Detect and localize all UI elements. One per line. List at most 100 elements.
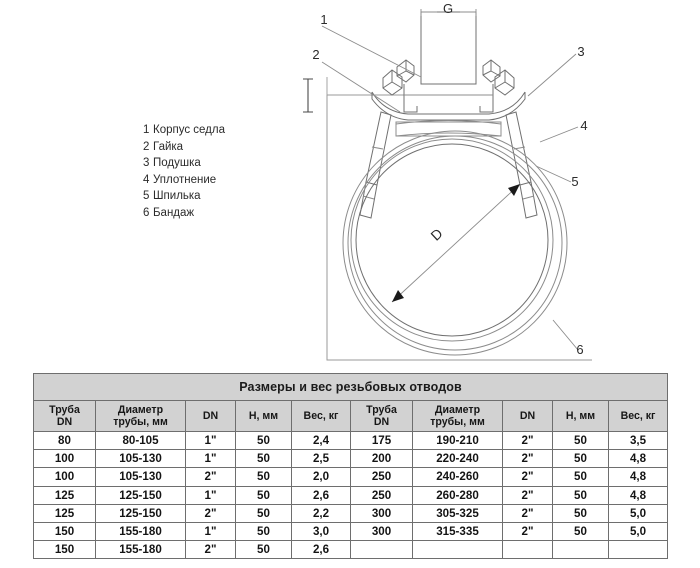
cell: 4,8 — [607, 485, 669, 505]
cell: 2,5 — [291, 449, 351, 469]
cell: 125 — [33, 485, 96, 505]
cell: 1" — [185, 449, 236, 469]
cell: 200 — [350, 449, 413, 469]
band-clamp — [342, 130, 568, 356]
table-row: 150 155-180 1" 50 3,0 300 315-335 2" 50 … — [33, 521, 669, 542]
cell: 50 — [235, 485, 292, 505]
legend-label: Гайка — [153, 140, 184, 153]
legend-item: 1 Корпус седла — [143, 122, 225, 139]
cell: 80 — [33, 430, 96, 451]
legend-number: 6 — [143, 206, 150, 219]
cell: 50 — [552, 485, 609, 505]
cell: 3,0 — [291, 521, 351, 542]
cell: 150 — [33, 521, 96, 542]
cell: 2" — [185, 467, 236, 487]
legend-item: 6 Бандаж — [143, 205, 225, 222]
riser-neck — [420, 11, 477, 85]
header-cell: Н, мм — [552, 400, 609, 432]
specs-table-wrapper: Размеры и вес резьбовых отводов Труба DN… — [32, 373, 669, 560]
cell: 50 — [235, 430, 292, 451]
header-cell: DN — [185, 400, 236, 432]
cell — [552, 540, 609, 560]
callout-1: 1 — [320, 12, 327, 27]
g-dimension — [420, 9, 477, 16]
header-cell: Труба DN — [33, 400, 96, 432]
table-row: 125 125-150 2" 50 2,2 300 305-325 2" 50 … — [33, 503, 669, 523]
cell: 125-150 — [95, 503, 186, 523]
cell: 2" — [502, 430, 553, 451]
cell: 100 — [33, 449, 96, 469]
header-line-1: Труба — [366, 403, 397, 416]
header-line-2: трубы, мм — [113, 416, 168, 428]
cell: 175 — [350, 430, 413, 451]
cell: 4,8 — [607, 449, 669, 469]
cell: 50 — [552, 521, 609, 542]
header-cell: Вес, кг — [291, 400, 351, 432]
cell: 80-105 — [95, 430, 186, 451]
table-header-row: Труба DN Диаметр трубы, мм DN Н, мм Вес,… — [33, 400, 669, 432]
cell: 50 — [235, 467, 292, 487]
header-line-2: трубы, мм — [430, 416, 485, 428]
cell — [412, 540, 503, 560]
cell: 2" — [502, 449, 553, 469]
saddle-body — [371, 84, 526, 137]
cell: 50 — [552, 449, 609, 469]
header-cell: DN — [502, 400, 553, 432]
dimension-label-g: G — [443, 1, 453, 16]
callout-3: 3 — [577, 44, 584, 59]
cell: 2,6 — [291, 540, 351, 560]
cell: 2" — [502, 467, 553, 487]
parts-legend: 1 Корпус седла 2 Гайка 3 Подушка 4 Уплотнени… — [143, 122, 225, 222]
cell: 125 — [33, 503, 96, 523]
cell: 50 — [235, 449, 292, 469]
cell — [350, 540, 413, 560]
legend-label: Уплотнение — [153, 173, 217, 186]
cell: 1" — [185, 485, 236, 505]
header-cell: Диаметр трубы, мм — [412, 400, 503, 432]
pipe — [350, 138, 554, 342]
cell: 190-210 — [412, 430, 503, 451]
header-cell: Диаметр трубы, мм — [95, 400, 186, 432]
legend-number: 4 — [143, 173, 150, 186]
d-dimension-arrow — [391, 183, 521, 303]
cell: 50 — [235, 521, 292, 542]
header-line-2: DN — [56, 416, 73, 428]
table-row: 100 105-130 1" 50 2,5 200 220-240 2" 50 … — [33, 449, 669, 469]
table-row: 80 80-105 1" 50 2,4 175 190-210 2" 50 3,… — [33, 430, 669, 451]
cell: 5,0 — [607, 503, 669, 523]
cell: 315-335 — [412, 521, 503, 542]
cell: 3,5 — [607, 430, 669, 451]
cell: 2,2 — [291, 503, 351, 523]
callout-2: 2 — [312, 47, 319, 62]
cell: 2" — [502, 521, 553, 542]
header-cell: Вес, кг — [607, 400, 669, 432]
legend-number: 2 — [143, 140, 150, 153]
header-line-2: DN — [373, 416, 390, 428]
cell: 2,6 — [291, 485, 351, 505]
cell: 125-150 — [95, 485, 186, 505]
callout-leaders — [321, 25, 579, 351]
stud-left — [359, 111, 392, 219]
cell: 100 — [33, 467, 96, 487]
cell: 1" — [185, 430, 236, 451]
callout-5: 5 — [571, 174, 578, 189]
cell: 2" — [185, 540, 236, 560]
legend-label: Подушка — [153, 157, 201, 170]
cell: 150 — [33, 540, 96, 560]
cell: 50 — [235, 503, 292, 523]
header-cell: Труба DN — [350, 400, 413, 432]
cell: 50 — [235, 540, 292, 560]
cell: 2" — [502, 485, 553, 505]
legend-item: 5 Шпилька — [143, 188, 225, 205]
dimension-label-d: D — [427, 225, 445, 244]
legend-label: Бандаж — [153, 206, 195, 219]
cell: 250 — [350, 485, 413, 505]
cell: 300 — [350, 521, 413, 542]
cell: 50 — [552, 503, 609, 523]
cell — [607, 540, 669, 560]
cell: 220-240 — [412, 449, 503, 469]
cell: 300 — [350, 503, 413, 523]
header-line-1: Диаметр — [434, 403, 481, 416]
cell: 4,8 — [607, 467, 669, 487]
